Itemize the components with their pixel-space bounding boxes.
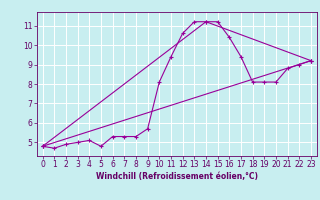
X-axis label: Windchill (Refroidissement éolien,°C): Windchill (Refroidissement éolien,°C): [96, 172, 258, 181]
